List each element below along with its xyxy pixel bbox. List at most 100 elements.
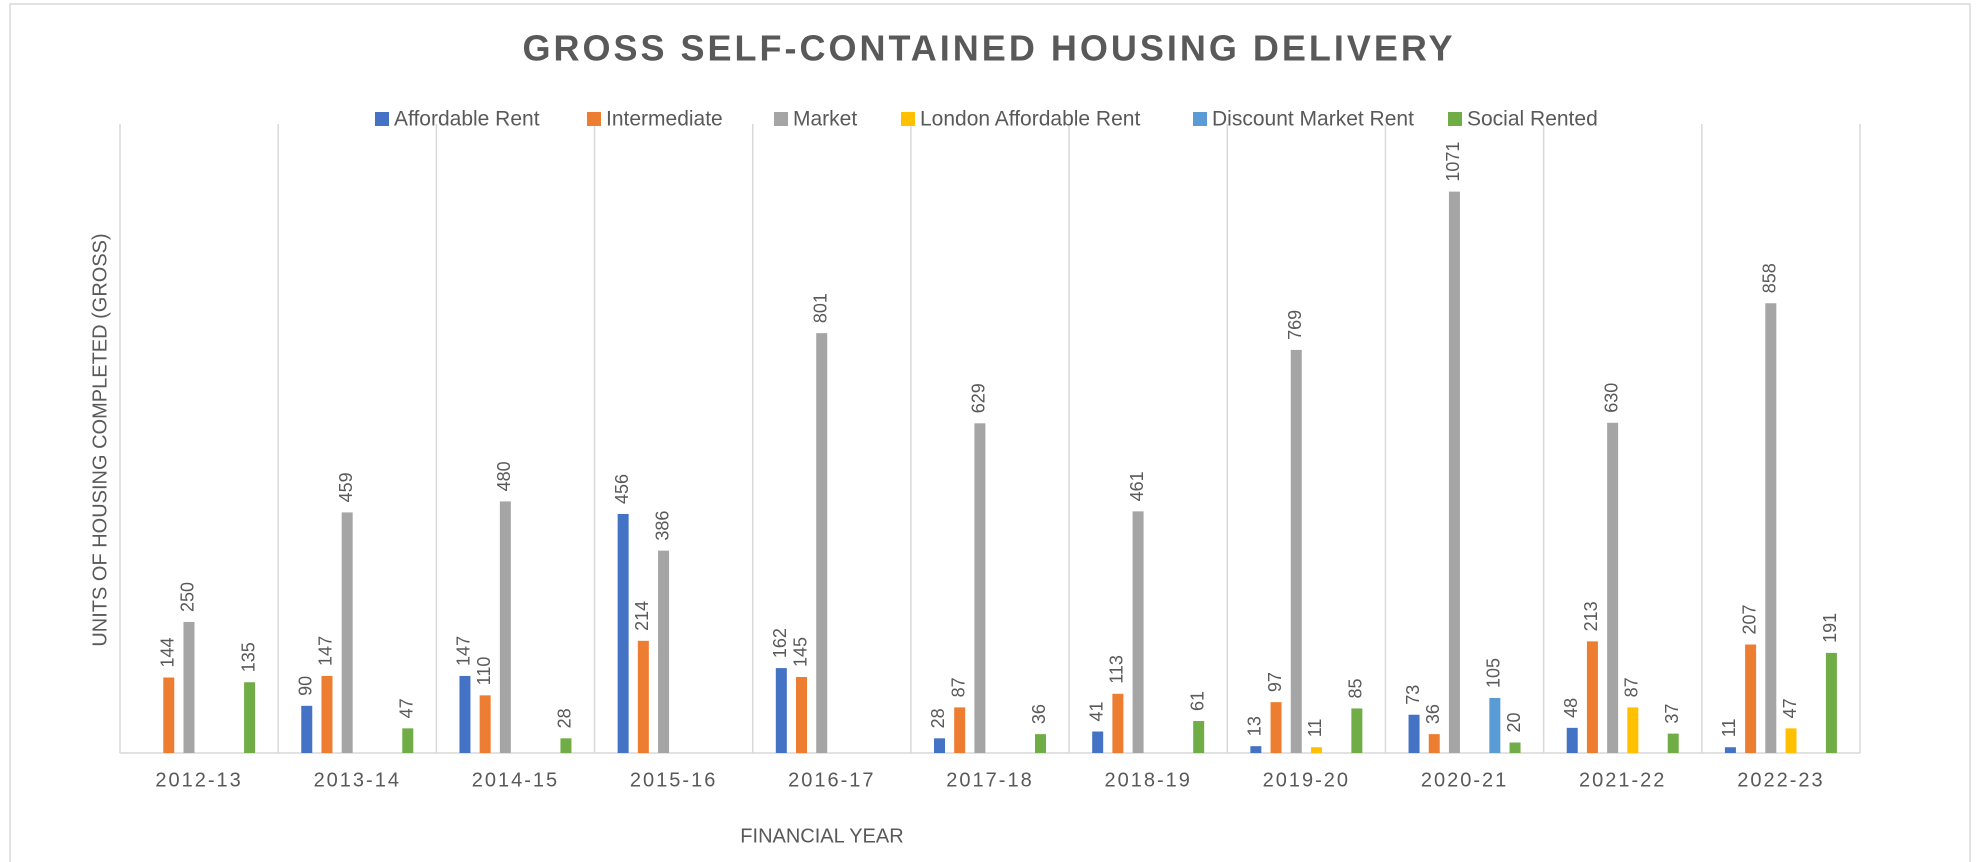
value-label: 61 (1187, 691, 1207, 711)
bar (1489, 697, 1501, 753)
bar (1250, 746, 1262, 753)
bar (1724, 747, 1736, 753)
bar (1607, 422, 1619, 753)
bar (1428, 734, 1440, 753)
value-label: 87 (1622, 677, 1642, 697)
bar (1627, 707, 1639, 753)
x-tick-label: 2017-18 (946, 769, 1033, 791)
x-tick-label: 2019-20 (1263, 769, 1350, 791)
bar (183, 621, 195, 753)
bar (1566, 727, 1578, 753)
bar (1132, 511, 1144, 753)
bar (1667, 733, 1679, 753)
value-label: 20 (1504, 712, 1524, 732)
x-axis-title: FINANCIAL YEAR (740, 825, 903, 847)
legend-swatch (375, 112, 389, 126)
bar (1825, 652, 1837, 753)
value-label: 147 (454, 636, 474, 666)
value-label: 630 (1601, 383, 1621, 413)
bar (1448, 191, 1460, 753)
value-label: 11 (1719, 719, 1739, 738)
bar (934, 738, 945, 753)
bar (816, 333, 828, 753)
bar (1351, 708, 1363, 753)
bar (1092, 731, 1104, 753)
value-label: 386 (652, 511, 672, 541)
bar (1290, 349, 1302, 753)
bar (954, 707, 966, 753)
bar (1509, 742, 1521, 753)
legend-swatch (1193, 112, 1207, 126)
value-label: 105 (1484, 658, 1504, 688)
bar (459, 675, 471, 753)
bar (1310, 747, 1322, 753)
value-label: 144 (158, 637, 178, 667)
chart-title: GROSS SELF-CONTAINED HOUSING DELIVERY (522, 28, 1455, 69)
bar (321, 675, 333, 753)
value-label: 456 (612, 474, 632, 504)
value-label: 214 (632, 601, 652, 631)
value-label: 213 (1581, 601, 1601, 631)
bar (1270, 702, 1282, 753)
bar (1193, 721, 1205, 753)
x-tick-label: 2015-16 (630, 769, 717, 791)
bar (637, 640, 649, 753)
value-label: 28 (928, 708, 948, 728)
value-label: 13 (1245, 716, 1265, 736)
value-label: 37 (1662, 704, 1682, 724)
value-label: 461 (1127, 471, 1147, 501)
value-label: 48 (1561, 698, 1581, 718)
legend-swatch (587, 112, 601, 126)
bar (244, 682, 256, 753)
x-tick-label: 2020-21 (1421, 769, 1508, 791)
value-label: 480 (494, 461, 514, 491)
legend-swatch (774, 112, 788, 126)
bar (1112, 693, 1124, 753)
legend-label: Social Rented (1467, 108, 1598, 131)
value-label: 36 (1029, 704, 1049, 724)
legend-label: Market (793, 108, 857, 131)
legend-swatch (1448, 112, 1462, 126)
x-tick-label: 2022-23 (1737, 769, 1824, 791)
legend-label: London Affordable Rent (920, 108, 1140, 131)
legend-label: Affordable Rent (394, 108, 540, 131)
value-label: 858 (1760, 263, 1780, 293)
value-label: 73 (1403, 685, 1423, 705)
value-label: 191 (1820, 613, 1840, 643)
x-tick-label: 2014-15 (472, 769, 559, 791)
legend-label: Discount Market Rent (1212, 108, 1414, 131)
bar (1745, 644, 1757, 753)
bar (775, 668, 787, 753)
y-axis-title: UNITS OF HOUSING COMPLETED (GROSS) (89, 233, 111, 646)
value-label: 1071 (1443, 142, 1463, 182)
value-label: 90 (296, 676, 316, 696)
value-label: 207 (1739, 604, 1759, 634)
bar (617, 513, 629, 753)
value-label: 629 (969, 383, 989, 413)
legend-label: Intermediate (606, 108, 723, 131)
value-label: 28 (555, 708, 575, 728)
value-label: 85 (1346, 678, 1366, 698)
bar (1765, 303, 1777, 753)
value-label: 97 (1265, 672, 1285, 692)
bar (301, 705, 313, 753)
bar (1035, 734, 1046, 753)
x-tick-label: 2016-17 (788, 769, 875, 791)
value-label: 147 (316, 636, 336, 666)
bar (560, 738, 572, 753)
bar (658, 550, 670, 753)
value-label: 801 (810, 293, 830, 323)
value-label: 87 (948, 677, 968, 697)
value-label: 41 (1086, 701, 1106, 721)
bar (1408, 714, 1420, 753)
bar (796, 676, 808, 753)
value-label: 135 (238, 642, 258, 672)
legend-swatch (901, 112, 915, 126)
value-label: 47 (397, 698, 417, 718)
chart-frame (9, 3, 1971, 862)
bar (974, 423, 986, 753)
value-label: 11 (1305, 719, 1325, 738)
value-label: 769 (1285, 310, 1305, 340)
bar (402, 728, 414, 753)
